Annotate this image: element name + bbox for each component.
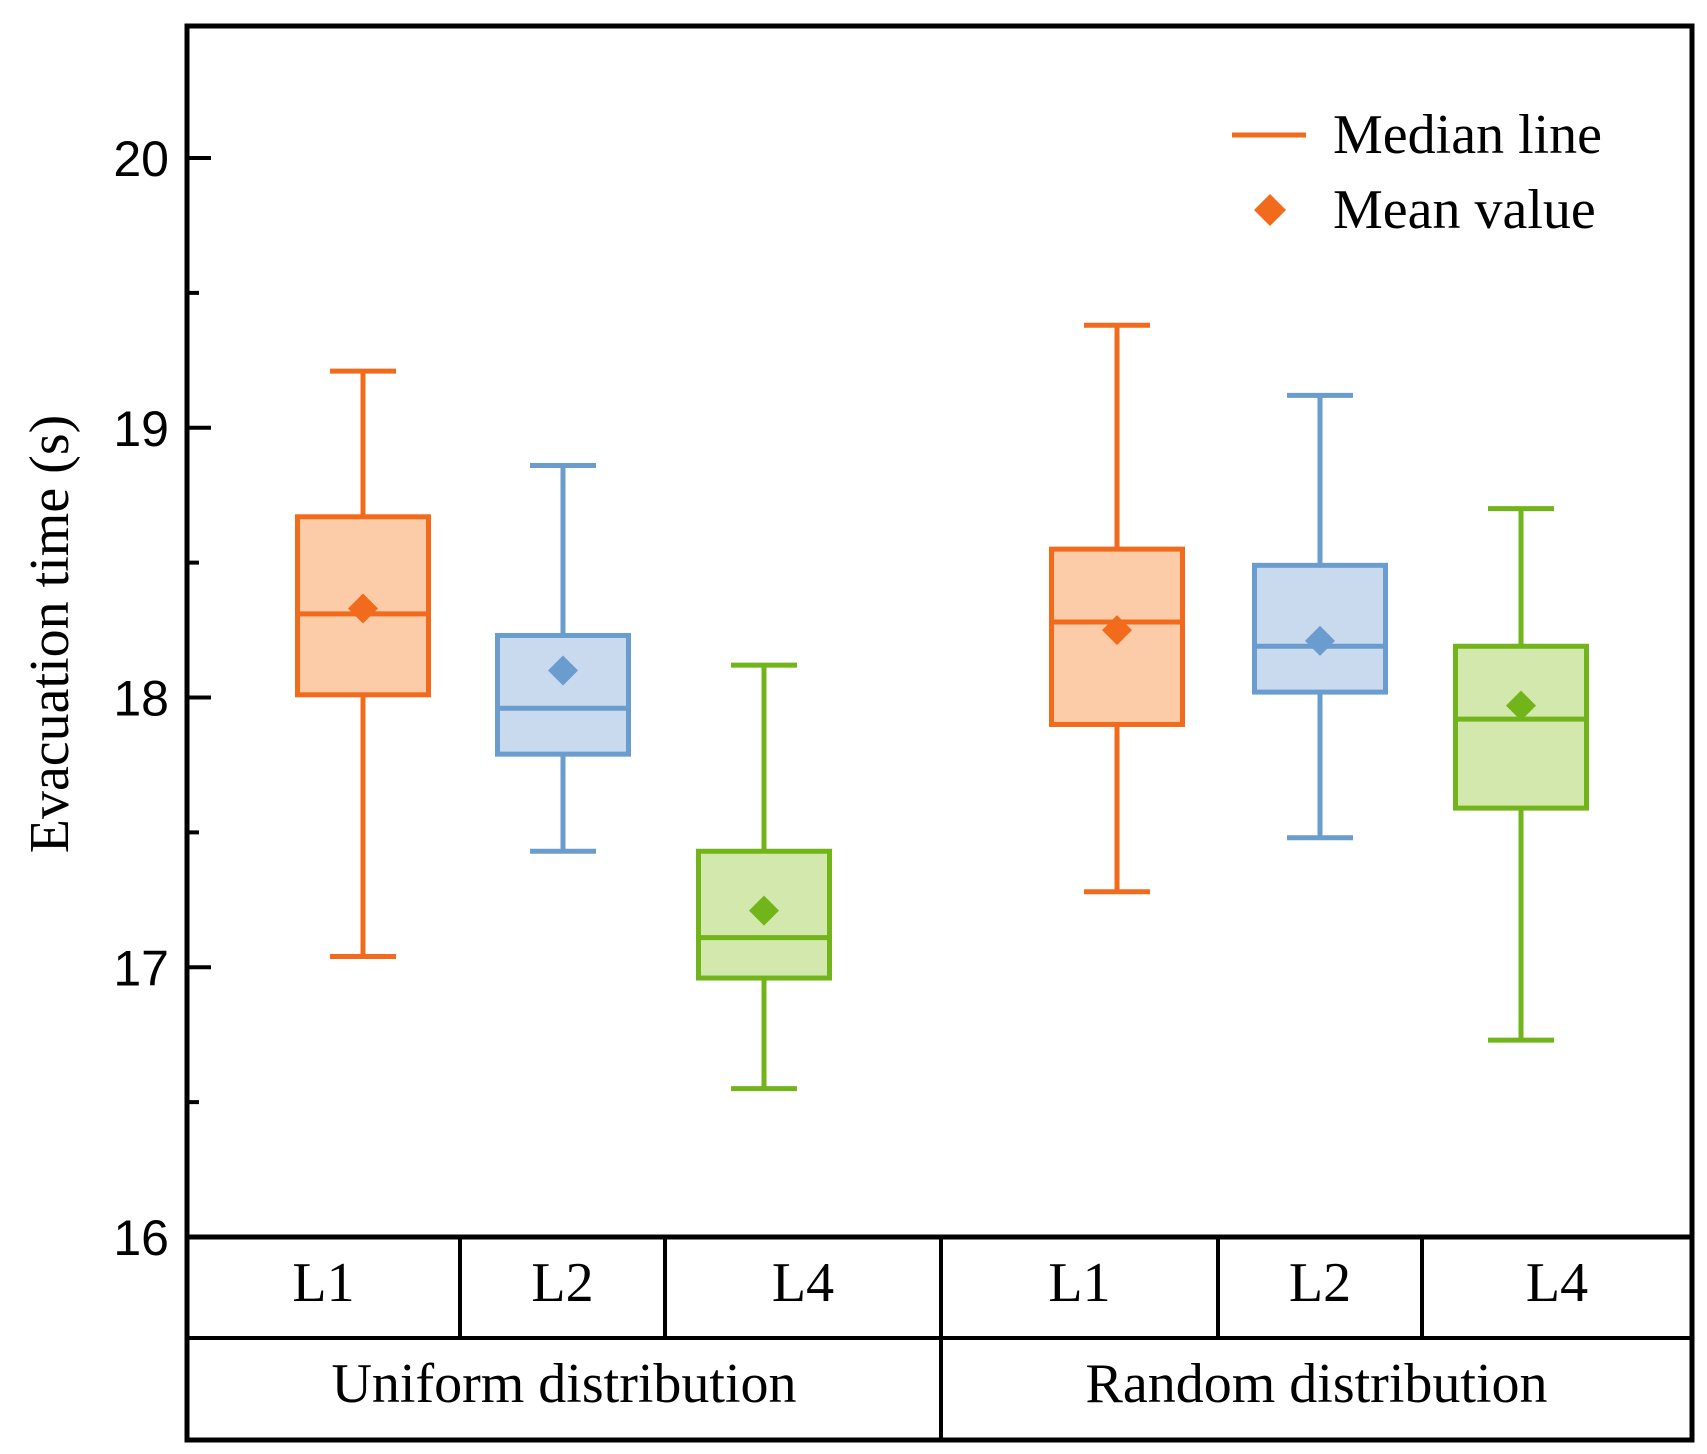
category-table: L1 L2 L4 Uniform distribution L1 L2 L4 Random d… <box>187 1237 1692 1440</box>
mean-marker <box>348 593 378 624</box>
category-label: L4 <box>1526 1252 1588 1314</box>
category-label: L4 <box>772 1252 834 1314</box>
iqr-box <box>1453 643 1589 811</box>
y-tick-label: 17 <box>113 940 169 996</box>
category-label: L2 <box>531 1252 593 1314</box>
box-0-1 <box>495 463 631 854</box>
mean-marker <box>1102 615 1132 646</box>
group-label: Random distribution <box>1086 1353 1548 1415</box>
box-1-1 <box>1252 392 1388 841</box>
mean-marker <box>749 895 779 926</box>
category-label: L1 <box>292 1252 354 1314</box>
mean-marker <box>1305 625 1335 656</box>
box-0-0 <box>295 368 431 959</box>
iqr-box <box>495 632 631 757</box>
y-tick-label: 19 <box>113 401 169 457</box>
group-label: Uniform distribution <box>331 1353 796 1415</box>
legend-label: Mean value <box>1333 179 1596 241</box>
category-label: L1 <box>1048 1252 1110 1314</box>
legend-label: Median line <box>1333 104 1602 166</box>
mean-marker <box>1506 690 1536 721</box>
y-axis-title: Evacuation time (s) <box>19 415 81 854</box>
box-1-0 <box>1049 322 1185 895</box>
mean-marker <box>548 655 578 686</box>
legend-mean-diamond-swatch <box>1254 194 1286 226</box>
y-tick-label: 18 <box>113 671 169 727</box>
y-tick-label: 20 <box>113 131 169 187</box>
legend: Median line Mean value <box>1232 104 1602 241</box>
iqr-box <box>1049 546 1185 727</box>
box-0-2 <box>696 662 832 1092</box>
y-tick-label: 16 <box>113 1210 169 1266</box>
category-label: L2 <box>1289 1252 1351 1314</box>
box-1-2 <box>1453 506 1589 1043</box>
plot-area <box>295 322 1589 1092</box>
